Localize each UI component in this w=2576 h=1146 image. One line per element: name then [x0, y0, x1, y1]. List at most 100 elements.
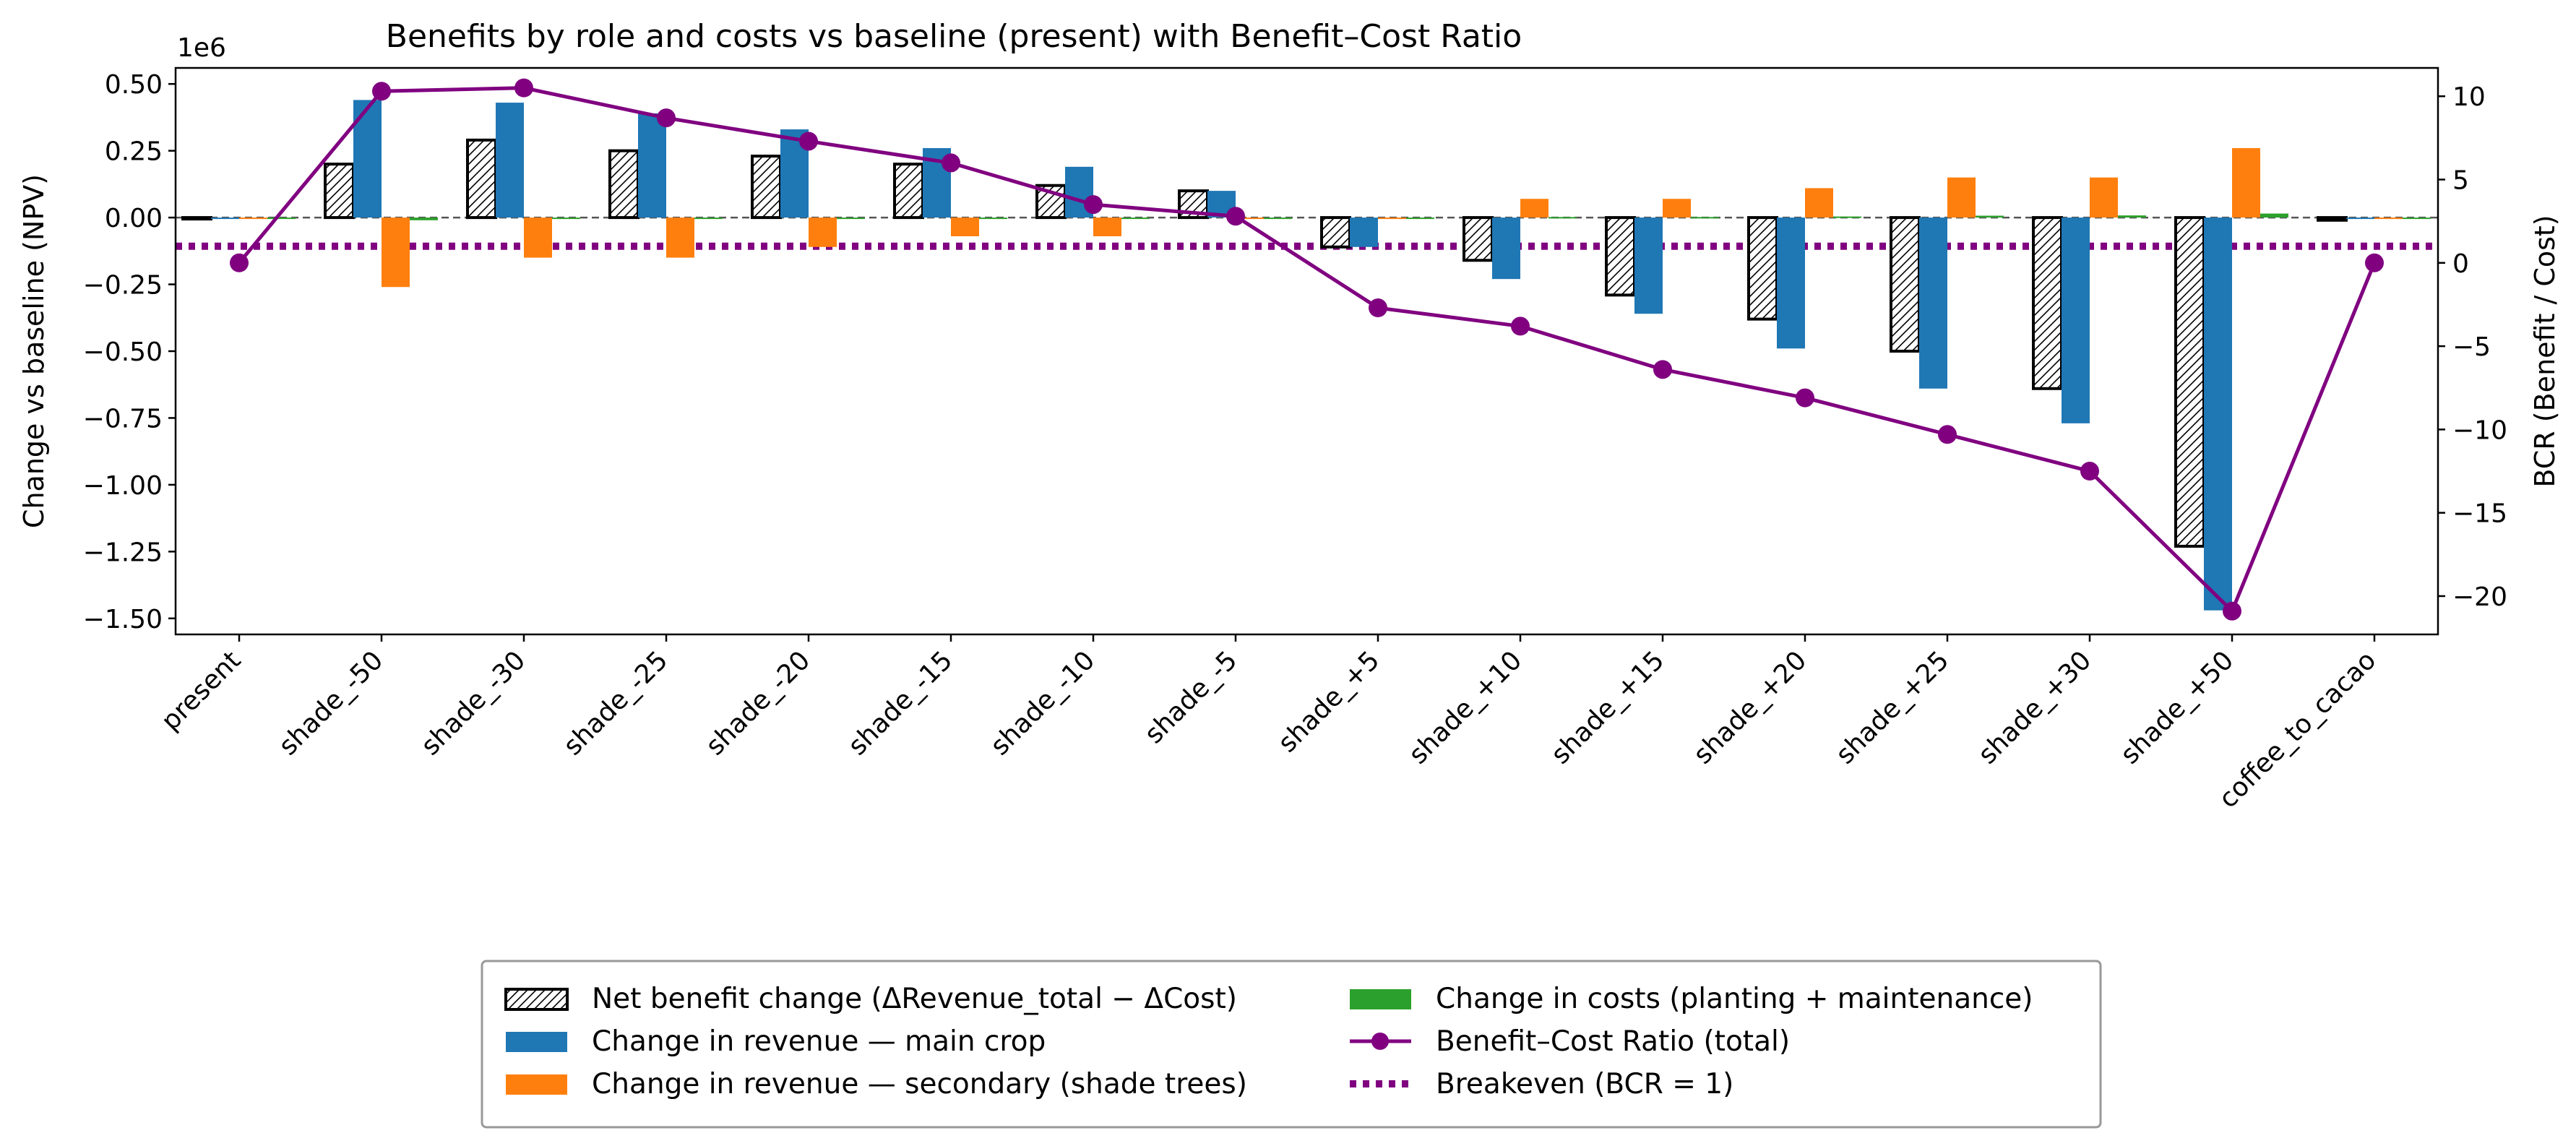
plot-area [176, 78, 2438, 621]
bar-3-shade_-25 [694, 217, 723, 220]
bar-2-shade_-50 [382, 217, 410, 288]
y-tick-label-left: −0.25 [83, 271, 163, 301]
bar-1-shade_+50 [2204, 217, 2232, 611]
y-tick-label-left: 0.25 [105, 137, 163, 167]
y-tick-label-left: −1.25 [83, 538, 163, 567]
bar-0-shade_-20 [751, 155, 782, 220]
x-tick-label: shade_-5 [1139, 645, 1243, 749]
bar-0-shade_+5 [1320, 216, 1351, 249]
bar-1-shade_+30 [2062, 217, 2090, 423]
y-tick-label-left: −0.50 [83, 337, 163, 367]
legend-swatch-bar [506, 1074, 567, 1095]
x-tick-label: present [156, 645, 247, 736]
bar-2-shade_-5 [1236, 217, 1264, 220]
bar-0-shade_-15 [893, 163, 924, 220]
bar-2-shade_-15 [951, 217, 979, 236]
bar-0-shade_+25 [1890, 216, 1921, 353]
y-tick-label-left: −0.75 [83, 404, 163, 434]
bar-1-coffee_to_cacao [2346, 217, 2374, 220]
x-tick-label: shade_-25 [558, 645, 673, 761]
bar-2-shade_+30 [2090, 177, 2118, 218]
bar-3-shade_-20 [837, 217, 865, 220]
y-tick-label-left: −1.00 [83, 471, 163, 501]
legend-swatch-net [504, 988, 569, 1011]
bcr-point-shade_+30 [2080, 462, 2099, 481]
bar-1-shade_+15 [1634, 217, 1663, 314]
y-tick-label-right: 0 [2452, 249, 2469, 279]
y-tick-label-right: −15 [2452, 499, 2507, 529]
bar-3-shade_+15 [1691, 217, 1719, 219]
x-tick-label: shade_+20 [1688, 645, 1812, 770]
bar-0-present [181, 216, 212, 221]
bcr-point-coffee_to_cacao [2365, 253, 2384, 272]
legend-label: Breakeven (BCR = 1) [1436, 1068, 1733, 1100]
y-axis-label-right: BCR (Benefit / Cost) [2529, 215, 2561, 487]
bar-3-shade_-5 [1264, 217, 1292, 220]
bar-3-shade_+30 [2118, 215, 2146, 218]
legend-label: Change in revenue — secondary (shade tre… [592, 1068, 1247, 1100]
x-tick-label: shade_+25 [1830, 645, 1955, 770]
y-tick-label-left: 0.00 [105, 204, 163, 233]
bar-1-shade_-30 [496, 103, 524, 218]
bar-0-shade_+30 [2032, 216, 2063, 390]
bar-1-shade_+20 [1777, 217, 1805, 349]
legend-label: Change in revenue — main crop [592, 1025, 1046, 1058]
legend-swatch-bar [1350, 989, 1411, 1009]
bar-3-shade_-15 [979, 217, 1007, 220]
bar-3-shade_-10 [1121, 217, 1150, 220]
x-tick-label: shade_-50 [273, 645, 389, 761]
bcr-point-shade_-30 [514, 78, 533, 98]
bar-0-shade_+15 [1605, 216, 1636, 297]
bar-2-shade_-20 [809, 217, 837, 247]
bcr-point-shade_-10 [1084, 195, 1103, 215]
x-tick-label: coffee_to_cacao [2213, 645, 2382, 814]
bar-3-shade_+50 [2260, 213, 2288, 218]
bar-1-present [211, 217, 239, 220]
x-tick-label: shade_-15 [843, 645, 958, 761]
legend-label: Net benefit change (ΔRevenue_total − ΔCo… [592, 983, 1237, 1015]
y-tick-label-left: −1.50 [83, 605, 163, 634]
bar-2-present [239, 217, 267, 220]
bcr-point-shade_-15 [942, 153, 960, 173]
x-tick-label: shade_+30 [1973, 645, 2097, 770]
bar-3-shade_+25 [1976, 215, 2004, 218]
bar-1-shade_+25 [1919, 217, 1947, 389]
bar-2-shade_+50 [2232, 147, 2260, 218]
bar-2-coffee_to_cacao [2374, 217, 2403, 220]
legend-label: Change in costs (planting + maintenance) [1436, 983, 2033, 1015]
x-tick-label: shade_+5 [1272, 645, 1385, 758]
bar-1-shade_+5 [1350, 217, 1378, 247]
bar-0-shade_-30 [466, 138, 497, 220]
bar-0-shade_+50 [2174, 216, 2205, 548]
bar-0-shade_+20 [1747, 216, 1778, 321]
bar-3-shade_+10 [1548, 217, 1577, 219]
bar-2-shade_-30 [524, 217, 552, 258]
x-tick-label: shade_-30 [415, 645, 531, 761]
bcr-point-shade_+10 [1511, 316, 1530, 336]
bar-2-shade_+10 [1520, 199, 1548, 218]
y-offset-label: 1e6 [177, 33, 226, 63]
bar-2-shade_+20 [1805, 188, 1833, 218]
legend-swatch-bar [506, 1032, 567, 1052]
bcr-point-shade_-5 [1226, 207, 1245, 226]
bar-3-shade_-50 [410, 217, 438, 220]
chart-title: Benefits by role and costs vs baseline (… [386, 18, 1522, 55]
bcr-point-present [230, 253, 249, 272]
bar-0-coffee_to_cacao [2317, 216, 2348, 222]
bcr-point-shade_+15 [1653, 360, 1672, 379]
bar-3-shade_+20 [1833, 216, 1861, 218]
y-tick-label-right: −10 [2452, 415, 2507, 445]
bar-1-shade_-25 [638, 113, 666, 218]
bcr-point-shade_+25 [1938, 425, 1957, 444]
legend-label: Benefit–Cost Ratio (total) [1436, 1025, 1790, 1058]
x-tick-label: shade_+15 [1546, 645, 1670, 770]
legend: Net benefit change (ΔRevenue_total − ΔCo… [481, 960, 2102, 1129]
bar-2-shade_-10 [1093, 217, 1121, 236]
bar-3-shade_+5 [1406, 217, 1434, 220]
y-tick-label-right: −5 [2452, 332, 2491, 362]
y-axis-label-left: Change vs baseline (NPV) [18, 174, 50, 528]
bar-3-present [267, 217, 296, 220]
legend-box [481, 960, 2102, 1129]
y-tick-label-right: 5 [2452, 165, 2469, 195]
